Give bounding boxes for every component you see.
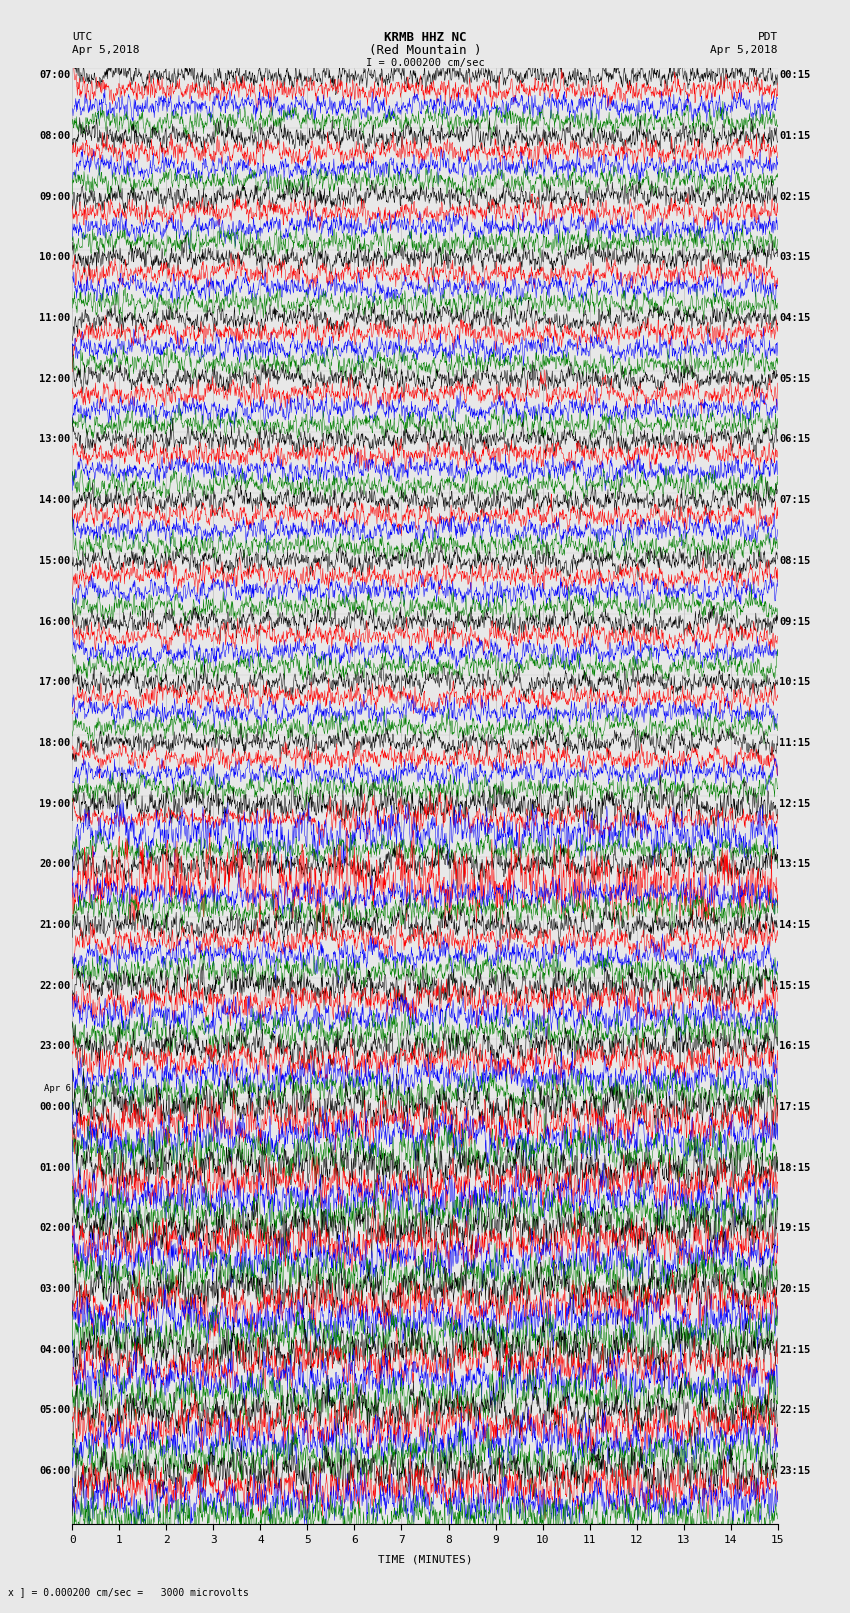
Text: 18:00: 18:00	[39, 737, 71, 748]
Text: 22:15: 22:15	[779, 1405, 811, 1416]
Text: I = 0.000200 cm/sec: I = 0.000200 cm/sec	[366, 58, 484, 68]
Text: 11:00: 11:00	[39, 313, 71, 323]
Text: 16:00: 16:00	[39, 616, 71, 626]
Text: 10:15: 10:15	[779, 677, 811, 687]
Text: 17:15: 17:15	[779, 1102, 811, 1111]
Text: 09:15: 09:15	[779, 616, 811, 626]
Text: 20:00: 20:00	[39, 860, 71, 869]
Text: 09:00: 09:00	[39, 192, 71, 202]
Text: KRMB HHZ NC: KRMB HHZ NC	[383, 31, 467, 44]
Text: 13:15: 13:15	[779, 860, 811, 869]
Text: 08:15: 08:15	[779, 556, 811, 566]
Text: 04:15: 04:15	[779, 313, 811, 323]
Text: 12:15: 12:15	[779, 798, 811, 808]
Text: 03:15: 03:15	[779, 252, 811, 263]
Text: UTC: UTC	[72, 32, 93, 42]
Text: Apr 5,2018: Apr 5,2018	[72, 45, 139, 55]
Text: 20:15: 20:15	[779, 1284, 811, 1294]
Text: 04:00: 04:00	[39, 1345, 71, 1355]
Text: 05:00: 05:00	[39, 1405, 71, 1416]
Text: 13:00: 13:00	[39, 434, 71, 445]
Text: PDT: PDT	[757, 32, 778, 42]
Text: 23:00: 23:00	[39, 1042, 71, 1052]
Text: 00:15: 00:15	[779, 71, 811, 81]
Text: 15:00: 15:00	[39, 556, 71, 566]
Text: 11:15: 11:15	[779, 737, 811, 748]
Text: 08:00: 08:00	[39, 131, 71, 140]
Text: 10:00: 10:00	[39, 252, 71, 263]
Text: 14:15: 14:15	[779, 919, 811, 931]
Text: 19:00: 19:00	[39, 798, 71, 808]
Text: Apr 6: Apr 6	[43, 1084, 71, 1094]
Text: TIME (MINUTES): TIME (MINUTES)	[377, 1555, 473, 1565]
Text: 03:00: 03:00	[39, 1284, 71, 1294]
Text: 05:15: 05:15	[779, 374, 811, 384]
Text: 17:00: 17:00	[39, 677, 71, 687]
Text: 07:00: 07:00	[39, 71, 71, 81]
Text: 00:00: 00:00	[39, 1102, 71, 1111]
Text: 06:15: 06:15	[779, 434, 811, 445]
Text: 21:00: 21:00	[39, 919, 71, 931]
Text: 01:15: 01:15	[779, 131, 811, 140]
Text: 18:15: 18:15	[779, 1163, 811, 1173]
Text: (Red Mountain ): (Red Mountain )	[369, 44, 481, 56]
Text: 02:00: 02:00	[39, 1223, 71, 1234]
Text: 02:15: 02:15	[779, 192, 811, 202]
Text: Apr 5,2018: Apr 5,2018	[711, 45, 778, 55]
Text: 01:00: 01:00	[39, 1163, 71, 1173]
Text: 22:00: 22:00	[39, 981, 71, 990]
Text: 15:15: 15:15	[779, 981, 811, 990]
Text: 07:15: 07:15	[779, 495, 811, 505]
Text: 21:15: 21:15	[779, 1345, 811, 1355]
Text: 23:15: 23:15	[779, 1466, 811, 1476]
Text: 19:15: 19:15	[779, 1223, 811, 1234]
Text: 14:00: 14:00	[39, 495, 71, 505]
Text: 16:15: 16:15	[779, 1042, 811, 1052]
Text: 06:00: 06:00	[39, 1466, 71, 1476]
Text: 12:00: 12:00	[39, 374, 71, 384]
Text: x ] = 0.000200 cm/sec =   3000 microvolts: x ] = 0.000200 cm/sec = 3000 microvolts	[8, 1587, 249, 1597]
